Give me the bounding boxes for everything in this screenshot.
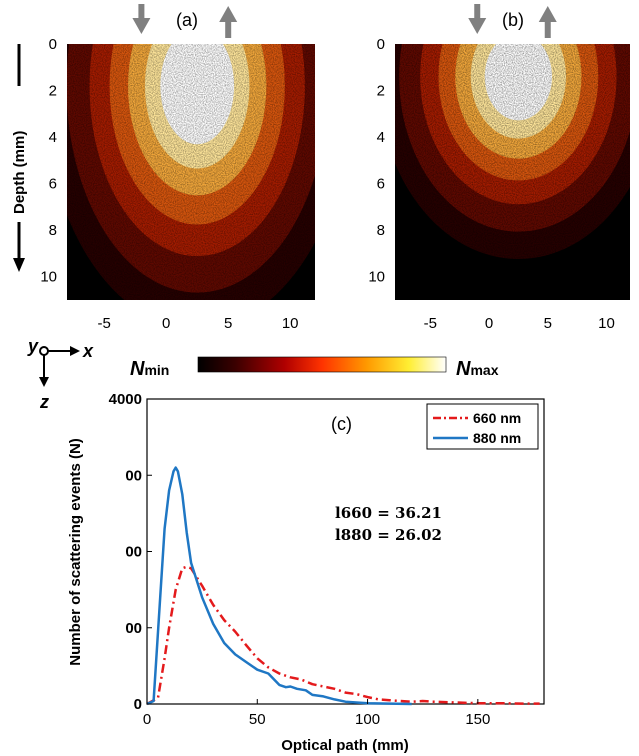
origin-icon [39, 346, 49, 356]
y-tick-label: 4 [377, 129, 385, 146]
y-tick-label: 4 [49, 129, 57, 146]
y-tick-label: 2 [49, 83, 57, 100]
arrow-in-shaft [138, 4, 145, 20]
x-tick-label: 5 [544, 315, 552, 332]
heatmap-a-noise [67, 44, 315, 300]
x-arrowhead-icon [70, 346, 80, 356]
heatmap-b-noise [395, 44, 630, 300]
y-tick-label: 6 [377, 176, 385, 193]
x-tick-label: 50 [249, 711, 266, 728]
coordinate-axes: y x z [27, 336, 94, 412]
ticks-a: -5 0 5 10 0 2 4 6 8 10 [40, 36, 298, 332]
y-tick-label: 0 [49, 36, 57, 53]
ticks-b: -5 0 5 10 0 2 4 6 8 10 [368, 36, 615, 332]
x-tick-label: 10 [282, 315, 299, 332]
arrows-b [468, 4, 557, 38]
y-tick-label: 0 [377, 36, 385, 53]
colorbar-max-label: Nmax [456, 358, 499, 380]
arrow-out-icon [219, 6, 238, 22]
y-tick-label: 6 [49, 176, 57, 193]
y-tick-label: 00 [125, 467, 142, 484]
panel-a-label: (a) [176, 10, 198, 30]
annotation-l660: l660 = 36.21 [335, 504, 442, 522]
x-tick-label: 0 [162, 315, 170, 332]
y-tick-label: 00 [125, 544, 142, 561]
y-tick-label: 4000 [109, 391, 142, 408]
legend-box [426, 403, 539, 450]
depth-axis: Depth (mm) [11, 44, 28, 272]
arrows-a [132, 4, 238, 38]
depth-arrowhead-icon [13, 258, 25, 272]
x-glyph: x [82, 341, 94, 361]
depth-label: Depth (mm) [11, 131, 28, 214]
arrow-out-icon [538, 6, 557, 22]
legend-label-660: 660 nm [473, 410, 521, 426]
annotation-l880: l880 = 26.02 [335, 526, 442, 544]
ylabel-c-line: Number of scattering events (N) [67, 438, 84, 666]
x-tick-label: 10 [598, 315, 615, 332]
y-tick-label: 00 [125, 620, 142, 637]
x-tick-label: 0 [485, 315, 493, 332]
y-tick-label: 8 [377, 222, 385, 239]
legend-label-880: 880 nm [473, 430, 521, 446]
arrow-out-shaft [225, 20, 232, 38]
panel-b-label: (b) [502, 10, 524, 30]
x-tick-label: 5 [224, 315, 232, 332]
x-tick-label: 0 [143, 711, 151, 728]
y-tick-label: 10 [40, 269, 57, 286]
y-tick-label: 10 [368, 269, 385, 286]
lines-c [146, 466, 540, 706]
arrow-in-icon [468, 18, 487, 34]
series-line-660-nm [146, 565, 540, 706]
arrow-in-icon [132, 18, 151, 34]
z-glyph: z [39, 392, 49, 412]
y-tick-label: 8 [49, 222, 57, 239]
y-tick-label: 0 [134, 696, 142, 713]
x-tick-label: -5 [424, 315, 437, 332]
xlabel-c: Optical path (mm) [281, 737, 409, 754]
x-tick-label: -5 [98, 315, 111, 332]
plot-c-frame [146, 398, 545, 705]
panel-c-label: (c) [331, 414, 352, 434]
legend-c: 660 nm 880 nm [426, 403, 539, 450]
z-arrowhead-icon [39, 377, 49, 387]
y-tick-label: 2 [377, 83, 385, 100]
colorbar-min-label: Nmin [130, 358, 169, 380]
colorbar: Nmin Nmax [130, 356, 499, 380]
ylabel-c: Number of scattering events (N) [67, 438, 84, 666]
x-tick-label: 100 [355, 711, 380, 728]
panel-b: (b) -5 0 5 10 0 2 4 6 8 10 [368, 4, 630, 332]
y-glyph: y [27, 336, 39, 356]
arrow-out-shaft [544, 20, 551, 38]
x-tick-label: 150 [465, 711, 490, 728]
colorbar-gradient [197, 356, 447, 373]
arrow-in-shaft [474, 4, 481, 20]
series-line-880-nm [146, 466, 412, 706]
panel-a: (a) -5 0 5 10 0 2 4 6 8 10 [40, 4, 315, 332]
